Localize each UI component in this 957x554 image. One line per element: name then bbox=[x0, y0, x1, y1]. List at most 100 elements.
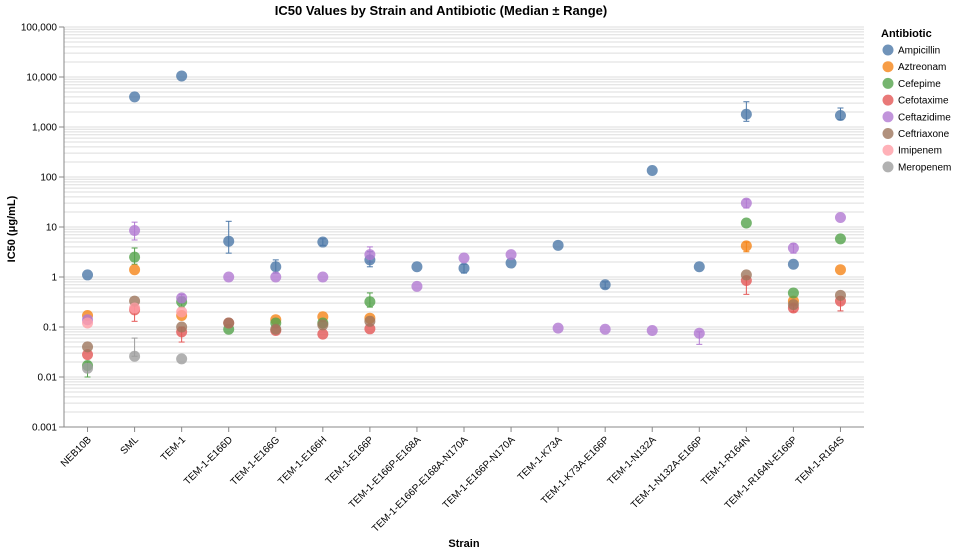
legend-title: Antibiotic bbox=[881, 28, 932, 40]
data-point bbox=[834, 211, 846, 223]
data-point bbox=[834, 233, 846, 245]
data-point bbox=[82, 269, 94, 281]
x-tick-label: SML bbox=[119, 434, 142, 457]
data-point bbox=[787, 242, 799, 254]
x-tick-label: TEM-1-R164S bbox=[794, 434, 847, 487]
y-tick-label: 0.01 bbox=[38, 373, 58, 384]
data-point bbox=[129, 91, 141, 103]
data-point bbox=[458, 262, 470, 274]
data-point bbox=[740, 269, 752, 281]
legend-label: Ampicillin bbox=[898, 46, 940, 57]
data-point bbox=[364, 296, 376, 308]
data-point bbox=[176, 321, 188, 333]
axes: 0.001 0.01 0.1 1 10 100 1,000 10,000 100,000 NEB1… bbox=[21, 23, 864, 535]
legend-label: Cefotaxime bbox=[898, 96, 949, 107]
data-point bbox=[787, 258, 799, 270]
x-tick-label: TEM-1-N132A bbox=[606, 434, 659, 487]
data-point bbox=[740, 240, 752, 252]
legend-swatch bbox=[882, 61, 894, 73]
x-tick-label: TEM-1-E166D bbox=[182, 435, 235, 488]
legend-label: Meropenem bbox=[898, 162, 951, 173]
data-point bbox=[458, 252, 470, 264]
data-point bbox=[270, 271, 282, 283]
x-axis-title: Strain bbox=[448, 538, 479, 550]
data-point bbox=[129, 302, 141, 314]
data-point bbox=[317, 236, 329, 248]
legend-swatch bbox=[882, 77, 894, 89]
y-tick-label: 10,000 bbox=[26, 73, 57, 84]
x-tick-label: TEM-1 bbox=[159, 434, 188, 463]
legend-label: Ceftazidime bbox=[898, 112, 951, 123]
data-point bbox=[223, 317, 235, 329]
y-tick-label: 1,000 bbox=[32, 123, 57, 134]
data-point bbox=[176, 306, 188, 318]
legend-label: Ceftriaxone bbox=[898, 129, 950, 140]
x-tick-label: TEM-1-E166G bbox=[229, 434, 283, 488]
legend-label: Aztreonam bbox=[898, 62, 946, 73]
data-point bbox=[129, 251, 141, 263]
y-tick-label: 0.1 bbox=[43, 323, 57, 334]
data-point bbox=[834, 289, 846, 301]
legend: Antibiotic Ampicillin Aztreonam Cefepime Ce… bbox=[881, 28, 951, 173]
x-tick-label: TEM-1-R164N bbox=[699, 435, 752, 488]
data-point bbox=[82, 341, 94, 353]
data-point bbox=[693, 261, 705, 273]
data-point bbox=[82, 362, 94, 374]
data-point bbox=[646, 164, 658, 176]
y-tick-label: 1 bbox=[51, 273, 57, 284]
data-point bbox=[411, 280, 423, 292]
legend-swatch bbox=[882, 44, 894, 56]
data-point bbox=[317, 271, 329, 283]
data-point bbox=[129, 264, 141, 276]
y-tick-label: 0.001 bbox=[32, 423, 57, 434]
x-tick-label: TEM-1-E166P-E168A-N170A bbox=[370, 434, 470, 534]
x-tick-label: TEM-1-E166H bbox=[276, 435, 329, 488]
y-axis-title: IC50 (μg/mL) bbox=[6, 195, 18, 262]
legend-label: Imipenem bbox=[898, 146, 942, 157]
legend-swatch bbox=[882, 128, 894, 139]
data-point bbox=[787, 299, 799, 311]
data-point bbox=[176, 353, 188, 365]
data-point bbox=[129, 225, 141, 237]
data-point bbox=[411, 261, 423, 273]
data-point bbox=[317, 328, 329, 340]
data-point bbox=[599, 279, 611, 291]
data-point bbox=[693, 327, 705, 339]
x-tick-label: TEM-1-E166P bbox=[324, 434, 377, 487]
data-point bbox=[82, 349, 94, 361]
data-point bbox=[740, 108, 752, 120]
data-point bbox=[834, 264, 846, 276]
data-point bbox=[552, 239, 564, 251]
legend-swatch bbox=[882, 144, 894, 156]
data-point bbox=[646, 325, 658, 337]
data-point bbox=[552, 322, 564, 334]
data-point bbox=[740, 197, 752, 209]
y-tick-label: 10 bbox=[46, 223, 58, 234]
data-points bbox=[82, 70, 846, 374]
data-point bbox=[270, 323, 282, 335]
data-point bbox=[82, 317, 94, 329]
data-point bbox=[787, 287, 799, 299]
gridlines bbox=[64, 26, 864, 428]
data-point bbox=[599, 323, 611, 335]
y-tick-label: 100,000 bbox=[21, 23, 58, 34]
data-point bbox=[740, 217, 752, 229]
legend-swatch bbox=[882, 111, 894, 123]
legend-swatch bbox=[882, 161, 894, 173]
y-tick-label: 100 bbox=[40, 173, 57, 184]
chart-title: IC50 Values by Strain and Antibiotic (Me… bbox=[275, 3, 607, 18]
x-tick-label: TEM-1-K73A bbox=[516, 434, 565, 483]
data-point bbox=[223, 271, 235, 283]
error-bars bbox=[84, 101, 844, 378]
legend-swatch bbox=[882, 94, 894, 106]
data-point bbox=[129, 350, 141, 362]
data-point bbox=[505, 257, 517, 269]
legend-label: Cefepime bbox=[898, 79, 941, 90]
data-point bbox=[834, 109, 846, 121]
data-point bbox=[270, 261, 282, 273]
data-point bbox=[317, 319, 329, 331]
data-point bbox=[364, 249, 376, 261]
data-point bbox=[176, 70, 188, 82]
data-point bbox=[223, 235, 235, 247]
